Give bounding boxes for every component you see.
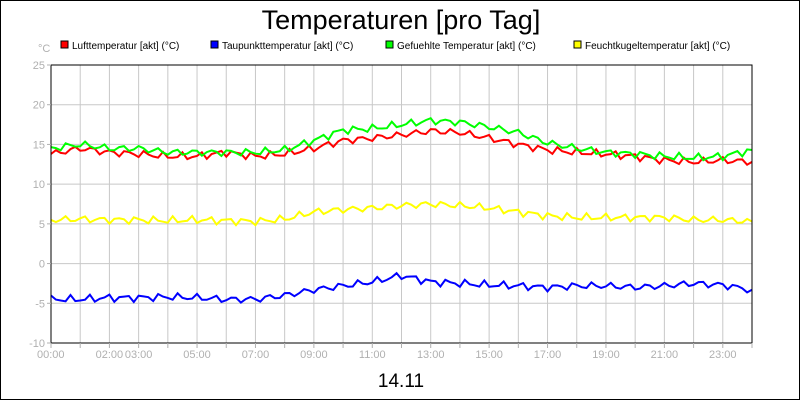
legend-swatch: [210, 40, 219, 49]
x-tick-label: 02:00: [96, 349, 124, 361]
x-tick-label: 17:00: [534, 349, 562, 361]
series-lines: [50, 116, 753, 304]
y-tick-label: 15: [33, 139, 45, 151]
y-tick-label: 25: [33, 60, 45, 72]
x-tick-label: 15:00: [475, 349, 503, 361]
y-axis: -10 -5 0 5 10 15 20 25: [29, 60, 51, 350]
y-tick-label: -5: [35, 298, 45, 310]
x-tick-label: 00:00: [37, 349, 65, 361]
x-tick-label: 13:00: [417, 349, 445, 361]
legend-label: Taupunkttemperatur [akt] (°C): [222, 41, 353, 52]
x-tick-label: 23:00: [709, 349, 737, 361]
legend-swatch: [60, 40, 69, 49]
legend-swatch: [573, 40, 582, 49]
y-tick-label: 10: [33, 179, 45, 191]
x-tick-label: 19:00: [592, 349, 620, 361]
x-tick-label: 07:00: [242, 349, 270, 361]
legend-label: Gefuehlte Temperatur [akt] (°C): [397, 41, 536, 52]
legend-swatch: [385, 40, 394, 49]
y-tick-label: 0: [39, 259, 45, 271]
series-line: [50, 127, 753, 166]
x-tick-label: 09:00: [300, 349, 328, 361]
x-axis-label: 14.11: [378, 371, 424, 392]
y-tick-label: 20: [33, 100, 45, 112]
x-axis: 00:00 02:00 03:00 05:00 07:00 09:00 11:00 13:00…: [37, 343, 753, 361]
y-axis-unit: °C: [38, 43, 50, 55]
series-line: [50, 200, 753, 227]
series-line: [50, 116, 753, 162]
legend-label: Feuchtkugeltemperatur [akt] (°C): [585, 41, 730, 52]
y-tick-label: -10: [29, 338, 45, 350]
x-tick-label: 11:00: [359, 349, 386, 361]
chart-title: Temperaturen [pro Tag]: [262, 5, 541, 35]
legend-label: Lufttemperatur [akt] (°C): [72, 41, 179, 52]
legend: Lufttemperatur [akt] (°C) Taupunkttempera…: [60, 40, 730, 52]
x-tick-label: 05:00: [183, 349, 211, 361]
x-tick-label: 21:00: [651, 349, 679, 361]
x-tick-label: 03:00: [125, 349, 153, 361]
y-tick-label: 5: [39, 219, 45, 231]
grid: [51, 65, 752, 343]
series-line: [50, 271, 753, 304]
